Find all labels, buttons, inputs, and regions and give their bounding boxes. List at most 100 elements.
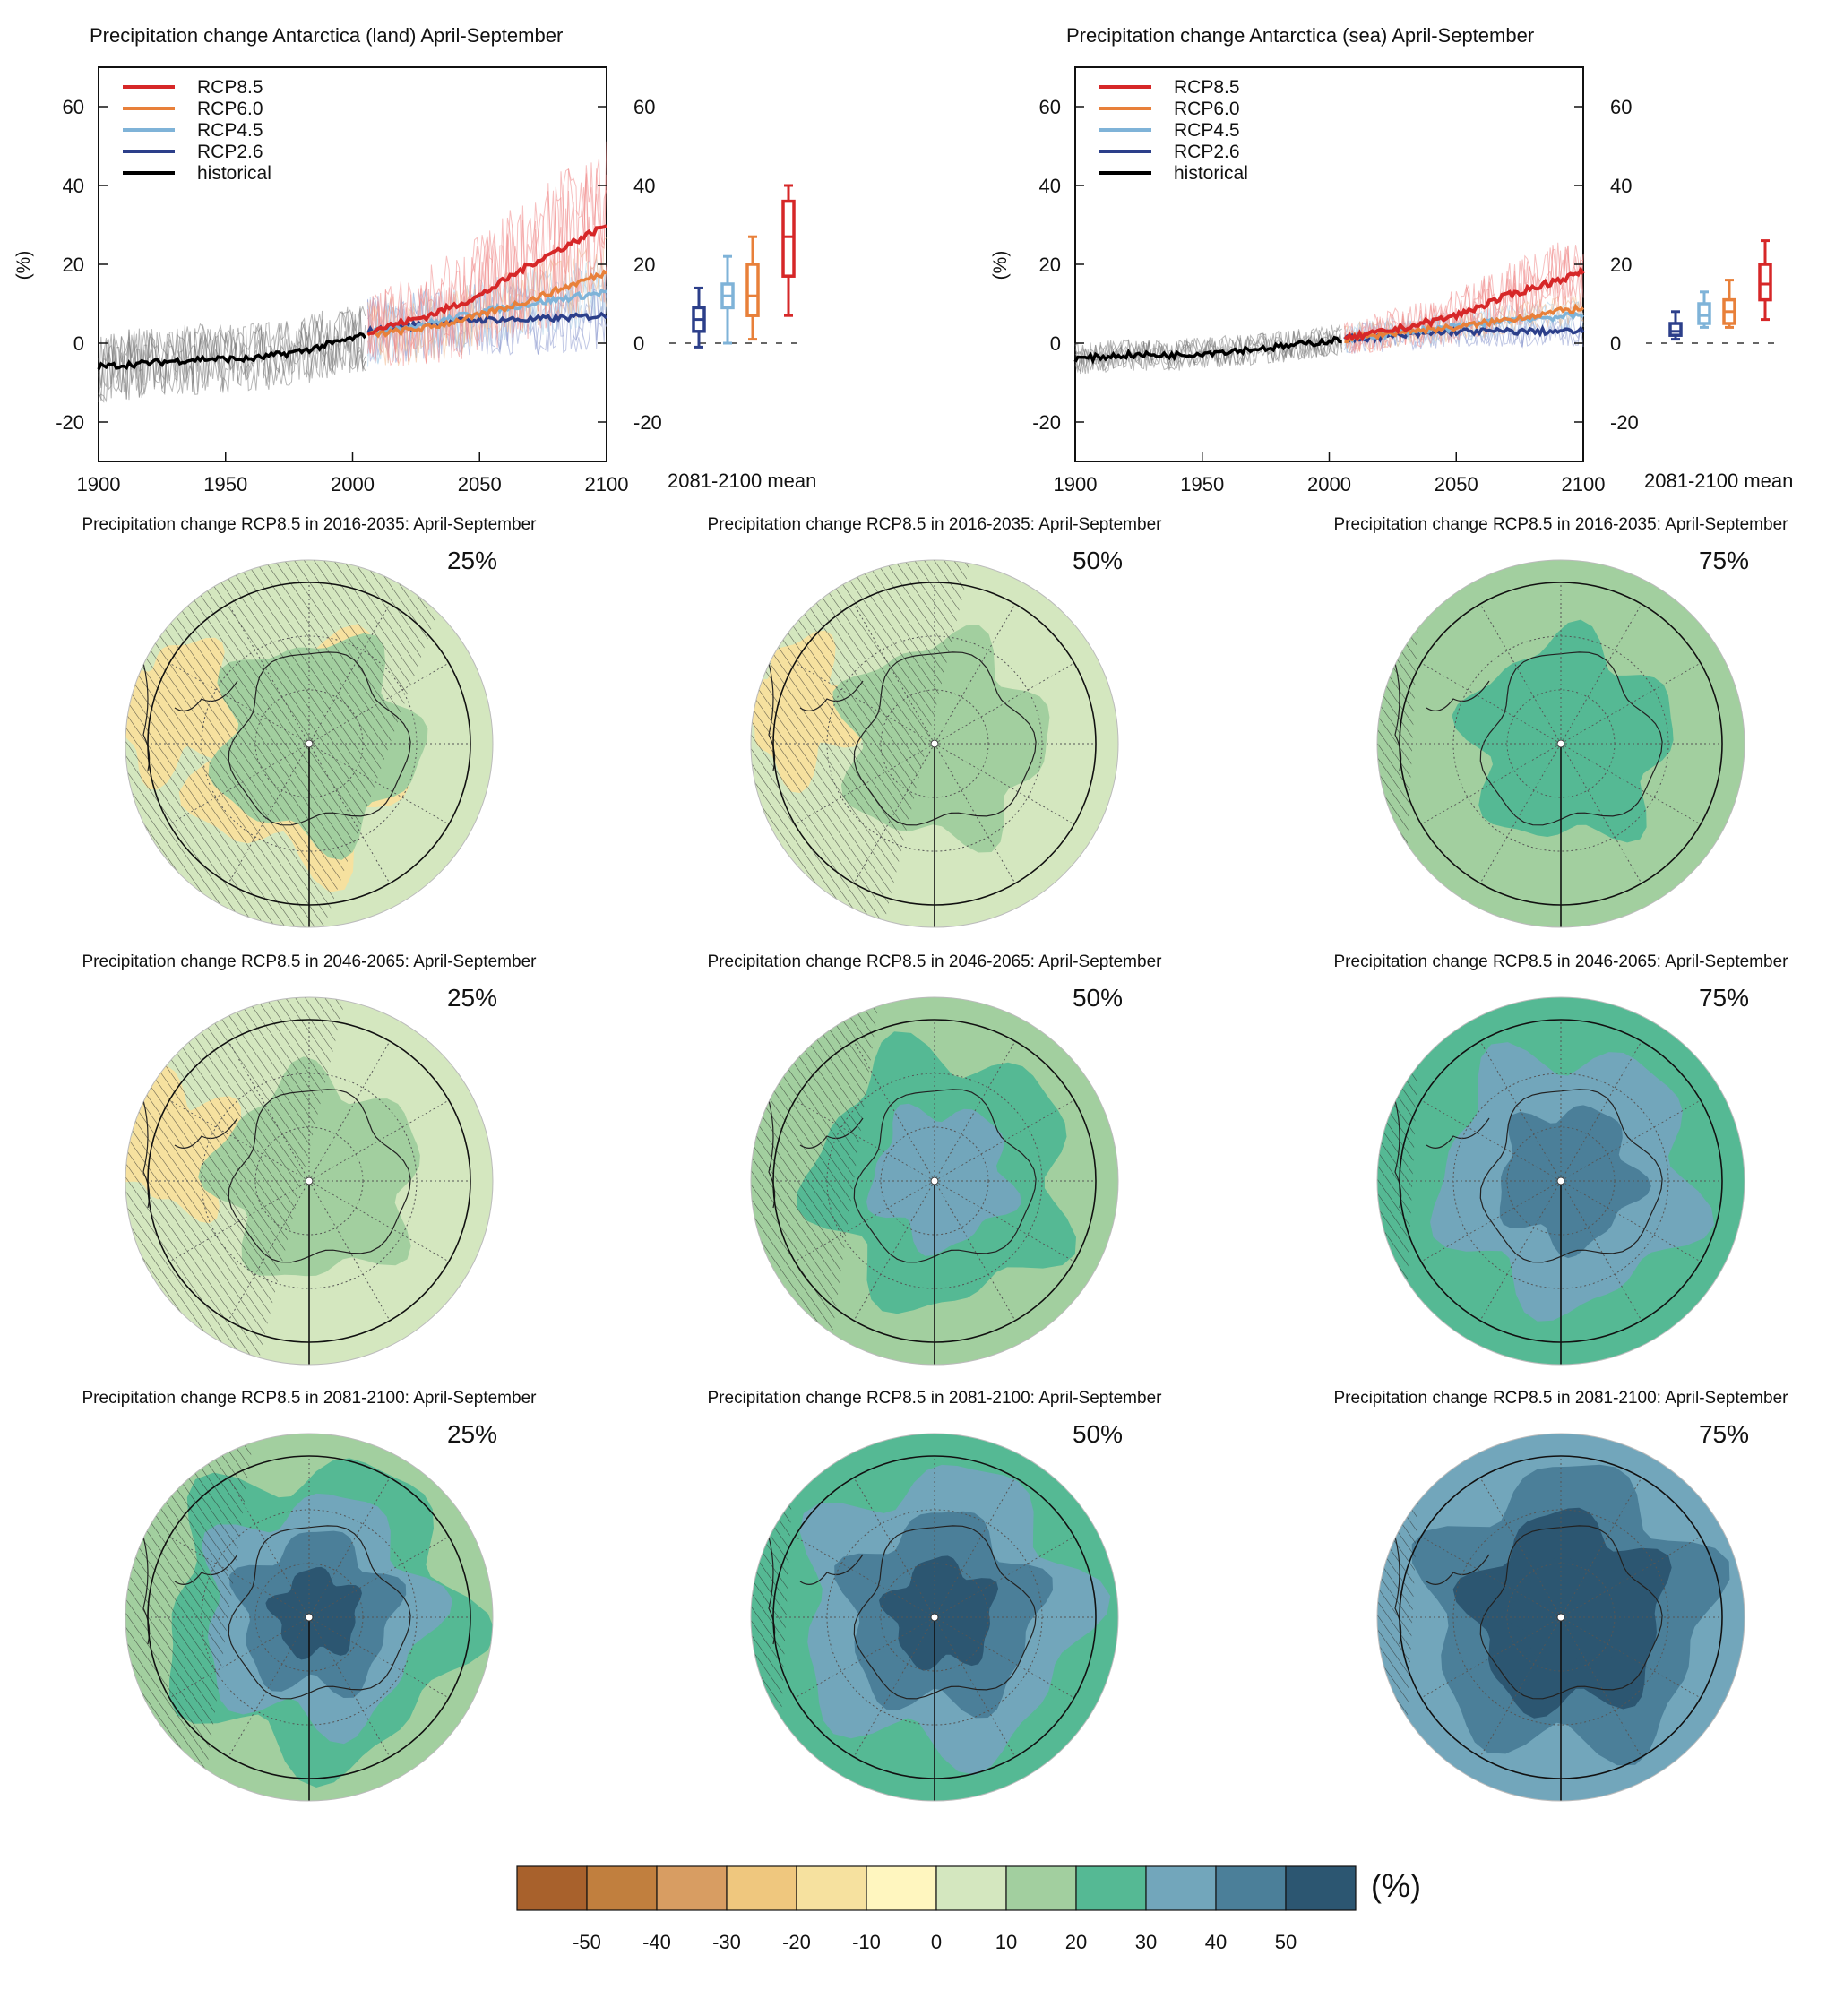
y-tick-label-right: 40 [633, 175, 655, 197]
timeseries-land-axes: 1900 1950 2000 2050 2100 -20 -20 0 0 20 20 40 40 60 60 [56, 96, 662, 495]
timeseries-land-title: Precipitation change Antarctica (land) A… [90, 24, 563, 47]
map-meridian [1560, 662, 1702, 745]
colorbar-tick-label: -20 [782, 1931, 811, 1953]
map-percentile-label: 50% [1073, 1420, 1123, 1448]
antarctic-peninsula-coastline [799, 680, 864, 711]
south-pole-marker [930, 1613, 939, 1622]
south-pole-marker [1556, 1176, 1565, 1185]
map-panel: Precipitation change RCP8.5 in 2046-2065… [1334, 952, 1789, 1366]
map-percentile-label: 50% [1073, 984, 1123, 1012]
timeseries-sea-plot-frame [1074, 66, 1584, 462]
map-meridian [308, 1536, 450, 1618]
y-tick-label-right: -20 [633, 411, 662, 434]
map-meridian [934, 1180, 1075, 1262]
map-title: Precipitation change RCP8.5 in 2016-2035… [82, 515, 538, 534]
ensemble-member-historical [98, 306, 366, 403]
map-contour-fill [866, 1103, 1021, 1256]
legend-label-rcp4.5: RCP4.5 [1174, 120, 1240, 141]
map-meridian [308, 1180, 391, 1322]
colorbar: -50 -40 -30 -20 -10 0 10 20 30 40 50 [516, 1865, 1357, 1953]
map-meridian [228, 1616, 310, 1758]
map-field [125, 997, 493, 1365]
map-edge [125, 1433, 494, 1802]
x-tick-label: 2000 [1307, 473, 1351, 495]
ensemble-member-rcp8.5 [1344, 244, 1584, 351]
map-meridian [1479, 1180, 1562, 1322]
south-pole-marker [305, 739, 314, 748]
timeseries-sea: Precipitation change Antarctica (sea) Ap… [990, 24, 1793, 495]
south-pole-marker [1556, 739, 1565, 748]
map-meridian [1479, 1040, 1562, 1182]
colorbar-swatch [656, 1865, 728, 1911]
x-tick-label: 1950 [203, 473, 247, 495]
map-panel: Precipitation change RCP8.5 in 2081-2100… [82, 1389, 537, 1802]
map-meridian [228, 1180, 310, 1322]
y-tick-label-left: 60 [1039, 96, 1061, 118]
map-meridian [853, 1616, 935, 1758]
antarctica-coastline [1479, 1089, 1663, 1263]
map-edge [1376, 996, 1745, 1366]
colorbar-swatch [866, 1865, 937, 1911]
south-pole-marker [1556, 1613, 1565, 1622]
map-title: Precipitation change RCP8.5 in 2046-2065… [1334, 952, 1789, 971]
colorbar-swatch [935, 1865, 1007, 1911]
map-edge [750, 996, 1119, 1366]
map-grid: Precipitation change RCP8.5 in 2016-2035… [82, 515, 1789, 1802]
map-edge [750, 1433, 1119, 1802]
map-field [751, 997, 1118, 1365]
y-tick-label-left: 40 [63, 175, 84, 197]
map-meridian [1420, 1616, 1562, 1699]
map-field [125, 560, 493, 927]
ensemble-member-historical [98, 305, 366, 399]
map-meridian [853, 1040, 935, 1182]
y-tick-label-left: -20 [1032, 411, 1061, 434]
map-meridian [794, 1099, 935, 1182]
south-america-coastline [142, 1099, 151, 1209]
colorbar-tick-label: 0 [931, 1931, 942, 1953]
map-meridian [934, 1040, 1016, 1182]
map-percentile-label: 75% [1699, 547, 1749, 574]
map-field [1377, 997, 1745, 1365]
timeseries-sea-mean-label: 2081-2100 mean [1644, 470, 1793, 492]
map-meridian [168, 743, 310, 825]
map-meridian [308, 1616, 450, 1699]
map-meridian [1560, 1477, 1642, 1618]
map-meridian [853, 743, 935, 884]
map-title: Precipitation change RCP8.5 in 2016-2035… [708, 515, 1163, 534]
legend-label-historical: historical [1174, 163, 1248, 184]
map-meridian [228, 1477, 310, 1618]
colorbar-tick-label: 40 [1205, 1931, 1227, 1953]
map-meridian [308, 603, 391, 745]
map-edge [750, 559, 1119, 928]
map-meridian [1560, 603, 1642, 745]
map-meridian [1560, 1099, 1702, 1182]
map-meridian [228, 1040, 310, 1182]
colorbar-swatch [516, 1865, 588, 1911]
map-panel: Precipitation change RCP8.5 in 2016-2035… [708, 515, 1163, 928]
map-field [751, 1434, 1118, 1801]
colorbar-tick-label: -30 [712, 1931, 741, 1953]
map-meridian [1420, 743, 1562, 825]
mean-line-rcp6.0 [366, 269, 608, 339]
colorbar-swatch [1145, 1865, 1217, 1911]
map-meridian [1420, 1099, 1562, 1182]
map-panel: Precipitation change RCP8.5 in 2046-2065… [82, 952, 537, 1366]
colorbar-tick-label: 10 [995, 1931, 1017, 1953]
map-panel: Precipitation change RCP8.5 in 2081-2100… [1334, 1389, 1788, 1802]
antarctica-coastline [853, 651, 1037, 826]
map-meridian [228, 743, 310, 884]
map-title: Precipitation change RCP8.5 in 2046-2065… [708, 952, 1163, 971]
map-meridian [168, 1536, 310, 1618]
colorbar-swatch [1075, 1865, 1147, 1911]
map-meridian [934, 1477, 1016, 1618]
y-tick-label-left: 20 [63, 254, 84, 276]
antarctic-peninsula-coastline [174, 1554, 238, 1585]
south-pole-marker [930, 1176, 939, 1185]
map-meridian [1420, 1536, 1562, 1618]
colorbar-swatch [586, 1865, 658, 1911]
legend-label-rcp2.6: RCP2.6 [197, 142, 263, 162]
south-america-coastline [142, 1536, 151, 1645]
map-percentile-label: 75% [1699, 984, 1749, 1012]
map-meridian [794, 662, 935, 745]
